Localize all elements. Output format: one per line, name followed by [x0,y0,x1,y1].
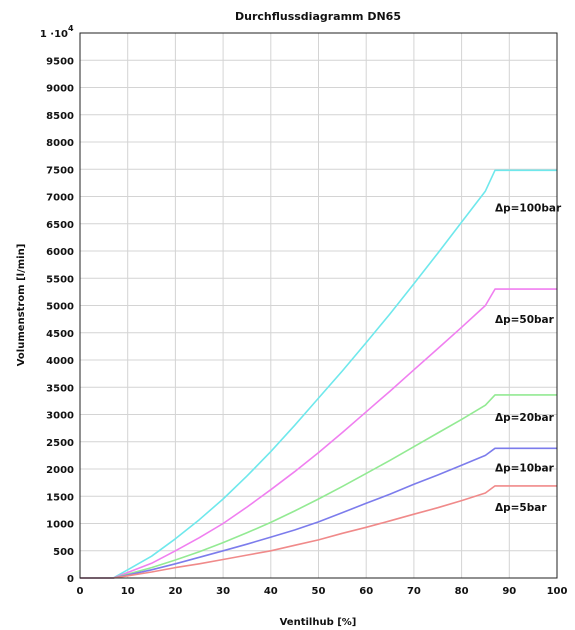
plot-frame [79,32,558,579]
x-tick-label: 70 [407,586,421,597]
x-tick-label: 60 [359,586,373,597]
y-tick-label: 7500 [46,165,74,176]
x-axis-ticks: 0 10 20 30 40 50 60 70 80 90 100 [77,586,568,597]
x-axis-label: Ventilhub [%] [280,617,357,628]
y-tick-label: 6500 [46,220,74,231]
x-tick-label: 20 [168,586,182,597]
series-lines [80,169,557,579]
y-tick-label: 7000 [46,193,74,204]
chart-title: Durchflussdiagramm DN65 [235,10,401,23]
series-line-4 [80,485,557,579]
y-tick-label: 8000 [46,138,74,149]
x-tick-label: 40 [264,586,278,597]
y-tick-label: 9000 [46,84,74,95]
x-tick-label: 30 [216,586,230,597]
y-tick-label: 6000 [46,247,74,258]
y-tick-label: 2000 [46,465,74,476]
y-tick-label: 4000 [46,356,74,367]
y-tick-label: 1 ·10 [40,29,68,40]
x-tick-label: 80 [455,586,469,597]
x-tick-label: 100 [547,586,568,597]
series-label-0: Δp=100bar [495,202,562,214]
y-tick-label: 8500 [46,111,74,122]
y-tick-label: 1500 [46,492,74,503]
series-labels: Δp=100bar Δp=50bar Δp=20bar Δp=10bar Δp=5bar [495,202,562,514]
series-label-4: Δp=5bar [495,502,547,514]
y-tick-label: 1000 [46,520,74,531]
y-axis-label: Volumenstrom [l/min] [16,244,27,367]
y-tick-label: 3000 [46,411,74,422]
series-label-2: Δp=20bar [495,412,555,424]
y-tick-label: 5500 [46,274,74,285]
y-tick-label: 9500 [46,56,74,67]
y-tick-label: 0 [67,574,74,585]
y-tick-label: 3500 [46,383,74,394]
x-tick-label: 0 [77,586,84,597]
x-tick-label: 90 [502,586,516,597]
series-line-2 [80,394,557,579]
y-tick-label: 500 [53,547,74,558]
series-label-3: Δp=10bar [495,462,555,474]
x-tick-label: 10 [121,586,135,597]
y-tick-label: 5000 [46,302,74,313]
y-tick-label: 2500 [46,438,74,449]
series-label-1: Δp=50bar [495,314,555,326]
series-line-0 [80,169,557,579]
y-tick-label: 4500 [46,329,74,340]
y-axis-ticks: 0 500 1000 1500 2000 2500 3000 3500 4000 4500 5000… [40,24,74,585]
y-tick-exponent: 4 [68,24,74,33]
series-line-3 [80,447,557,579]
x-tick-label: 50 [312,586,326,597]
series-line-1 [80,288,557,579]
